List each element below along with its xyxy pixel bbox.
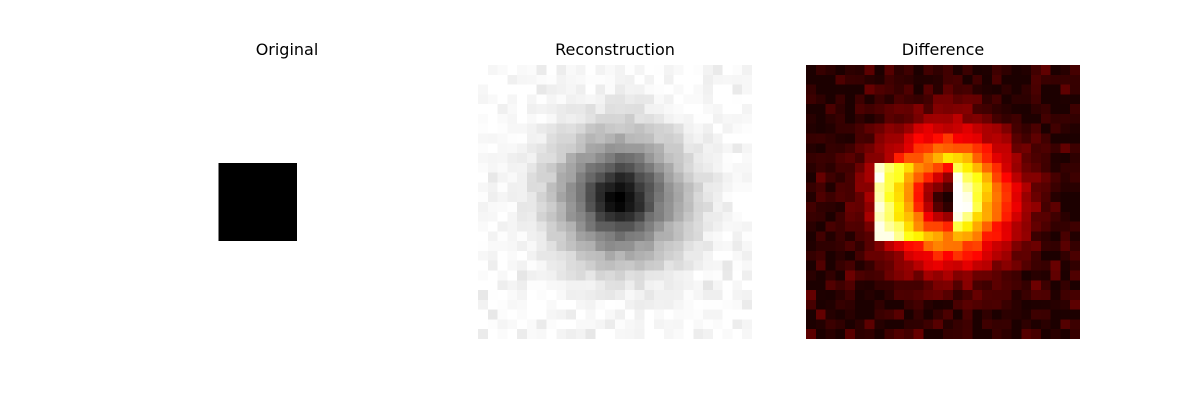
panel-title-reconstruction: Reconstruction [555, 40, 675, 59]
panel-title-difference: Difference [901, 40, 985, 59]
difference-image-panel [806, 65, 1080, 339]
reconstruction-image [478, 65, 752, 339]
original-image-panel [150, 65, 424, 339]
reconstruction-image-panel [478, 65, 752, 339]
original-image [150, 65, 424, 339]
panel-title-original: Original [255, 40, 319, 59]
difference-image [806, 65, 1080, 339]
